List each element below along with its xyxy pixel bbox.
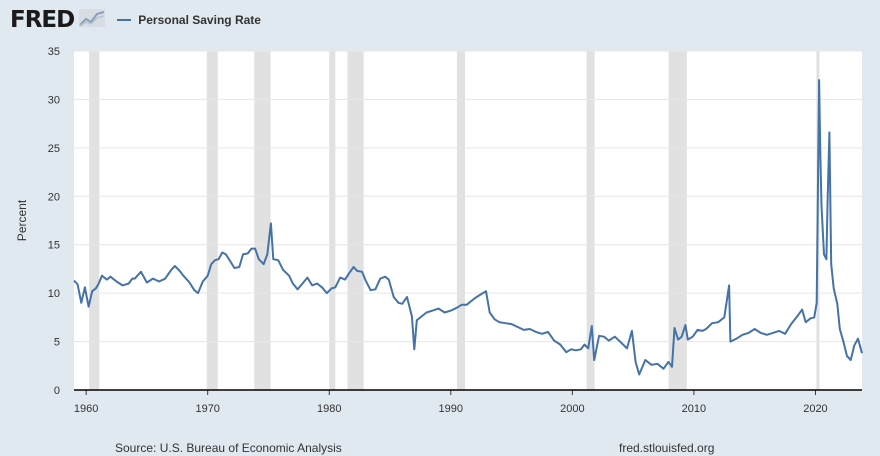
x-tick-label-2020: 2020 <box>803 403 827 415</box>
y-tick-label-15: 15 <box>48 240 60 252</box>
recession-band-0 <box>89 51 100 390</box>
plot-area <box>74 51 862 390</box>
y-tick-label-20: 20 <box>48 191 60 203</box>
recession-band-1 <box>206 51 218 390</box>
y-tick-label-30: 30 <box>48 94 60 106</box>
recession-band-2 <box>254 51 271 390</box>
recession-band-7 <box>668 51 687 390</box>
y-axis-label: Percent <box>15 199 29 241</box>
legend-swatch <box>117 19 132 21</box>
y-tick-label-10: 10 <box>48 288 60 300</box>
recession-band-6 <box>586 51 595 390</box>
x-tick-label-2010: 2010 <box>682 403 706 415</box>
recession-band-3 <box>329 51 336 390</box>
x-tick-label-1980: 1980 <box>317 403 341 415</box>
x-tick-label-1990: 1990 <box>439 403 463 415</box>
recession-band-4 <box>347 51 364 390</box>
y-tick-label-0: 0 <box>54 385 60 397</box>
y-tick-label-5: 5 <box>54 337 60 349</box>
recession-band-5 <box>456 51 466 390</box>
legend-label: Personal Saving Rate <box>138 13 261 27</box>
series-layer <box>73 79 863 376</box>
axes: 0 5 10 15 20 25 30 35 1960 1970 1980 1990 2000 2010 20… <box>48 46 862 415</box>
chart-header: FRED Personal Saving Rate <box>10 6 261 34</box>
x-tick-label-2000: 2000 <box>560 403 584 415</box>
source-note: Source: U.S. Bureau of Economic Analysis <box>115 441 342 455</box>
y-tick-label-25: 25 <box>48 143 60 155</box>
chart-legend: Personal Saving Rate <box>117 13 261 27</box>
y-tick-label-35: 35 <box>48 46 60 58</box>
fred-chart-logo-icon <box>79 8 106 32</box>
fred-logo[interactable]: FRED <box>10 7 75 33</box>
x-tick-label-1960: 1960 <box>74 403 98 415</box>
series-line-0[interactable] <box>73 79 863 376</box>
recession-bands <box>89 51 820 390</box>
source-url[interactable]: fred.stlouisfed.org <box>619 441 715 455</box>
x-tick-label-1970: 1970 <box>195 403 219 415</box>
